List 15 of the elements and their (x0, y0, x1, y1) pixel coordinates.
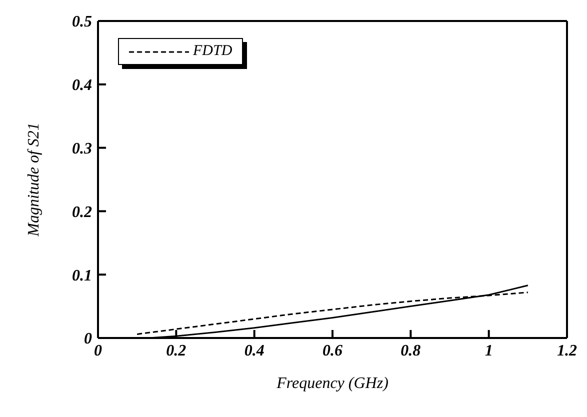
x-tick-label: 0.6 (322, 342, 342, 360)
x-tick-label: 0.2 (166, 342, 186, 360)
x-tick-label: 0.4 (244, 342, 264, 360)
y-tick-label: 0.4 (72, 77, 92, 94)
y-tick-label: 0.2 (72, 204, 92, 221)
legend-label: FDTD (193, 43, 232, 60)
y-axis-title: Magnitude of S21 (26, 122, 43, 238)
x-tick-label: 0.8 (400, 342, 421, 360)
y-tick-label: 0 (84, 330, 92, 348)
x-axis-title: Frequency (GHz) (276, 375, 388, 392)
x-tick-label: 1 (484, 342, 493, 360)
y-tick-label: 0.5 (72, 14, 92, 31)
y-tick-label: 0.1 (72, 267, 92, 284)
y-tick-label: 0.3 (72, 140, 92, 158)
x-tick-label: 1.2 (557, 342, 577, 360)
